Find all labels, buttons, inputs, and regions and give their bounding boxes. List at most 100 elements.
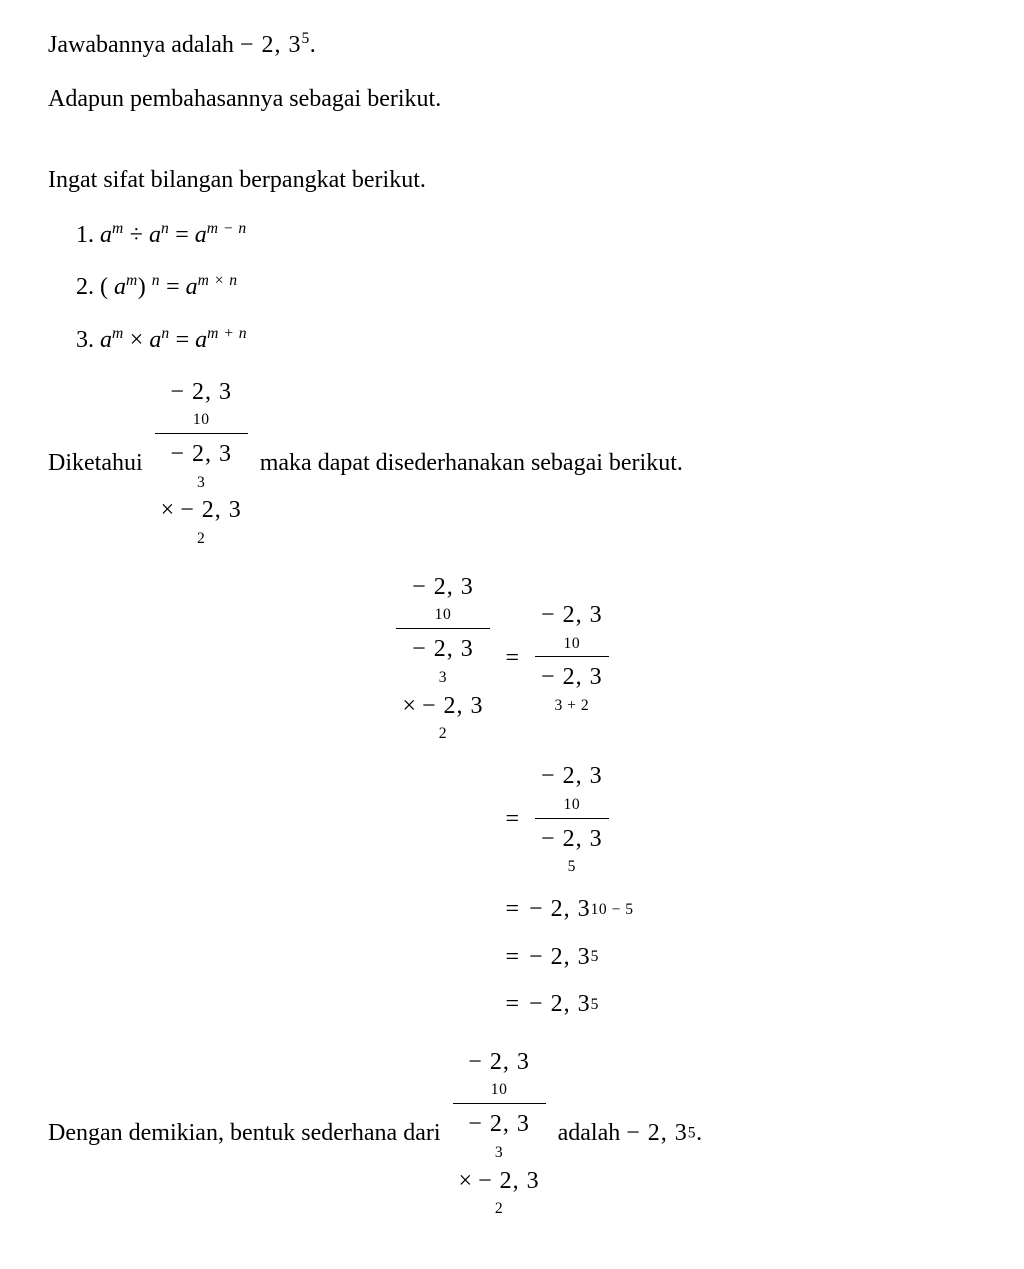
- conclusion-line: Dengan demikian, bentuk sederhana dari −…: [48, 1046, 976, 1221]
- deriv-lhs-num-exp: 10: [402, 604, 483, 627]
- rule-3-eq: =: [176, 327, 196, 353]
- rule-2: 2. ( am) n = am × n: [76, 270, 976, 305]
- rule-1-exp2: n: [161, 220, 169, 237]
- answer-prefix: Jawabannya adalah: [48, 32, 240, 58]
- deriv-rhs-1-fraction: − 2, 3 10 − 2, 3 3 + 2: [535, 599, 609, 718]
- rule-1-base2: a: [149, 222, 161, 248]
- given-num-exp: 10: [161, 409, 242, 432]
- deriv-rhs3-base: − 2, 3: [529, 893, 591, 927]
- deriv-lhs-den1-exp: 3: [402, 667, 483, 690]
- rule-3-base2: a: [149, 327, 161, 353]
- given-den1-exp: 3: [161, 472, 242, 495]
- deriv-eq-1: =: [506, 642, 520, 676]
- rule-1-rhs-exp: m − n: [207, 220, 247, 237]
- rule-3: 3. am × an = am + n: [76, 323, 976, 358]
- deriv-rhs2-den-exp: 5: [541, 856, 603, 879]
- deriv-rhs-3: − 2, 310 − 5: [529, 893, 634, 927]
- explanation-intro: Adapun pembahasannya sebagai berikut.: [48, 83, 976, 117]
- conclusion-den-op: ×: [459, 1168, 479, 1194]
- rule-2-exp1: m: [126, 272, 138, 289]
- conclusion-den1-base: − 2, 3: [468, 1111, 530, 1137]
- given-fraction: − 2, 310 − 2, 33 × − 2, 32: [155, 376, 248, 551]
- rule-2-rhs-exp: m × n: [198, 272, 238, 289]
- given-prefix: Diketahui: [48, 449, 149, 475]
- deriv-rhs-2-fraction: − 2, 3 10 − 2, 3 5: [535, 760, 609, 879]
- conclusion-value: − 2, 3: [626, 1120, 688, 1146]
- math-solution-document: Jawabannya adalah − 2, 35. Adapun pembah…: [0, 0, 1024, 1269]
- rule-2-close: ): [138, 274, 152, 300]
- conclusion-mid: adalah: [558, 1120, 627, 1146]
- deriv-rhs1-den-base: − 2, 3: [541, 664, 603, 690]
- rule-3-rhs-exp: m + n: [207, 325, 247, 342]
- rule-3-exp2: n: [161, 325, 169, 342]
- deriv-eq-3: =: [506, 893, 520, 927]
- deriv-eq-5: =: [506, 988, 520, 1022]
- rule-1-exp1: m: [112, 220, 124, 237]
- derivation-block: − 2, 310 − 2, 33 × − 2, 32 = − 2, 310 − …: [48, 571, 976, 1022]
- deriv-rhs2-num-exp: 10: [541, 794, 603, 817]
- conclusion-period: .: [696, 1120, 702, 1146]
- deriv-rhs2-den-base: − 2, 3: [541, 826, 603, 852]
- conclusion-den2-base: − 2, 3: [478, 1168, 540, 1194]
- conclusion-prefix: Dengan demikian, bentuk sederhana dari: [48, 1120, 447, 1146]
- conclusion-exp: 5: [688, 1124, 696, 1141]
- conclusion-num-base: − 2, 3: [468, 1049, 530, 1075]
- exponent-rules-list: 1. am ÷ an = am − n 2. ( am) n = am × n …: [76, 218, 976, 358]
- deriv-eq-4: =: [506, 941, 520, 975]
- given-expression-line: Diketahui − 2, 310 − 2, 33 × − 2, 32 mak…: [48, 376, 976, 551]
- deriv-lhs-num-base: − 2, 3: [412, 574, 474, 600]
- deriv-rhs5-exp: 5: [591, 994, 599, 1016]
- conclusion-den1-exp: 3: [459, 1142, 540, 1165]
- rule-2-open: (: [100, 274, 114, 300]
- deriv-rhs2-num-base: − 2, 3: [541, 763, 603, 789]
- deriv-lhs-den-op: ×: [402, 693, 422, 719]
- deriv-lhs-den2-exp: 2: [402, 723, 483, 746]
- deriv-lhs-den2-base: − 2, 3: [422, 693, 484, 719]
- rule-1-op: ÷: [130, 222, 149, 248]
- rule-2-label: 2.: [76, 274, 94, 300]
- given-num-base: − 2, 3: [170, 379, 232, 405]
- deriv-rhs5-base: − 2, 3: [529, 988, 591, 1022]
- deriv-rhs1-num-base: − 2, 3: [541, 602, 603, 628]
- conclusion-fraction: − 2, 3 10 − 2, 3 3 × − 2, 3 2: [453, 1046, 546, 1221]
- given-den2-exp: 2: [161, 528, 242, 551]
- rules-intro: Ingat sifat bilangan berpangkat berikut.: [48, 164, 976, 198]
- deriv-rhs1-den-exp: 3 + 2: [541, 695, 603, 718]
- deriv-rhs4-base: − 2, 3: [529, 941, 591, 975]
- answer-value: − 2, 3: [240, 32, 302, 58]
- deriv-rhs-5: − 2, 35: [529, 988, 634, 1022]
- answer-line: Jawabannya adalah − 2, 35.: [48, 28, 976, 63]
- answer-period: .: [310, 32, 316, 58]
- given-den1-base: − 2, 3: [170, 441, 232, 467]
- deriv-rhs4-exp: 5: [591, 946, 599, 968]
- given-suffix: maka dapat disederhanakan sebagai beriku…: [260, 449, 683, 475]
- rule-3-base1: a: [100, 327, 112, 353]
- deriv-lhs: − 2, 3 10 − 2, 3 3 × − 2, 3 2: [390, 571, 495, 746]
- deriv-rhs-1: − 2, 3 10 − 2, 3 3 + 2: [529, 599, 634, 718]
- deriv-lhs-den1-base: − 2, 3: [412, 636, 474, 662]
- deriv-eq-2: =: [506, 803, 520, 837]
- rule-1-base1: a: [100, 222, 112, 248]
- deriv-rhs-4: − 2, 35: [529, 941, 634, 975]
- given-den-op: ×: [161, 497, 181, 523]
- rule-3-rhs-base: a: [195, 327, 207, 353]
- conclusion-den2-exp: 2: [459, 1198, 540, 1221]
- rule-2-exp2: n: [152, 272, 160, 289]
- answer-exponent: 5: [301, 30, 309, 47]
- rule-1-eq: =: [175, 222, 195, 248]
- deriv-lhs-fraction: − 2, 3 10 − 2, 3 3 × − 2, 3 2: [396, 571, 489, 746]
- rule-2-base: a: [114, 274, 126, 300]
- rule-3-exp1: m: [112, 325, 124, 342]
- deriv-rhs3-exp: 10 − 5: [591, 899, 634, 921]
- deriv-rhs-2: − 2, 3 10 − 2, 3 5: [529, 760, 634, 879]
- rule-3-label: 3.: [76, 327, 94, 353]
- conclusion-num-exp: 10: [459, 1079, 540, 1102]
- rule-2-rhs-base: a: [186, 274, 198, 300]
- rule-3-op: ×: [130, 327, 150, 353]
- rule-2-eq: =: [166, 274, 186, 300]
- rule-1-rhs-base: a: [195, 222, 207, 248]
- given-den2-base: − 2, 3: [180, 497, 242, 523]
- rule-1-label: 1.: [76, 222, 94, 248]
- rule-1: 1. am ÷ an = am − n: [76, 218, 976, 253]
- deriv-rhs1-num-exp: 10: [541, 633, 603, 656]
